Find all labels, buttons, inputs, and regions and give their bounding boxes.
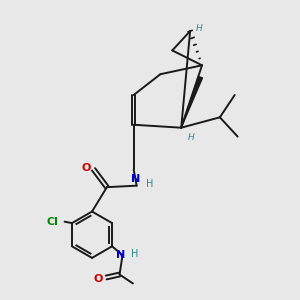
Text: N: N (116, 250, 126, 260)
Text: H: H (146, 179, 154, 189)
Text: Cl: Cl (47, 217, 58, 226)
Polygon shape (181, 76, 202, 128)
Text: O: O (94, 274, 103, 284)
Text: H: H (196, 24, 202, 33)
Text: O: O (81, 163, 91, 173)
Text: N: N (130, 174, 140, 184)
Text: H: H (131, 249, 139, 259)
Text: H: H (188, 133, 194, 142)
